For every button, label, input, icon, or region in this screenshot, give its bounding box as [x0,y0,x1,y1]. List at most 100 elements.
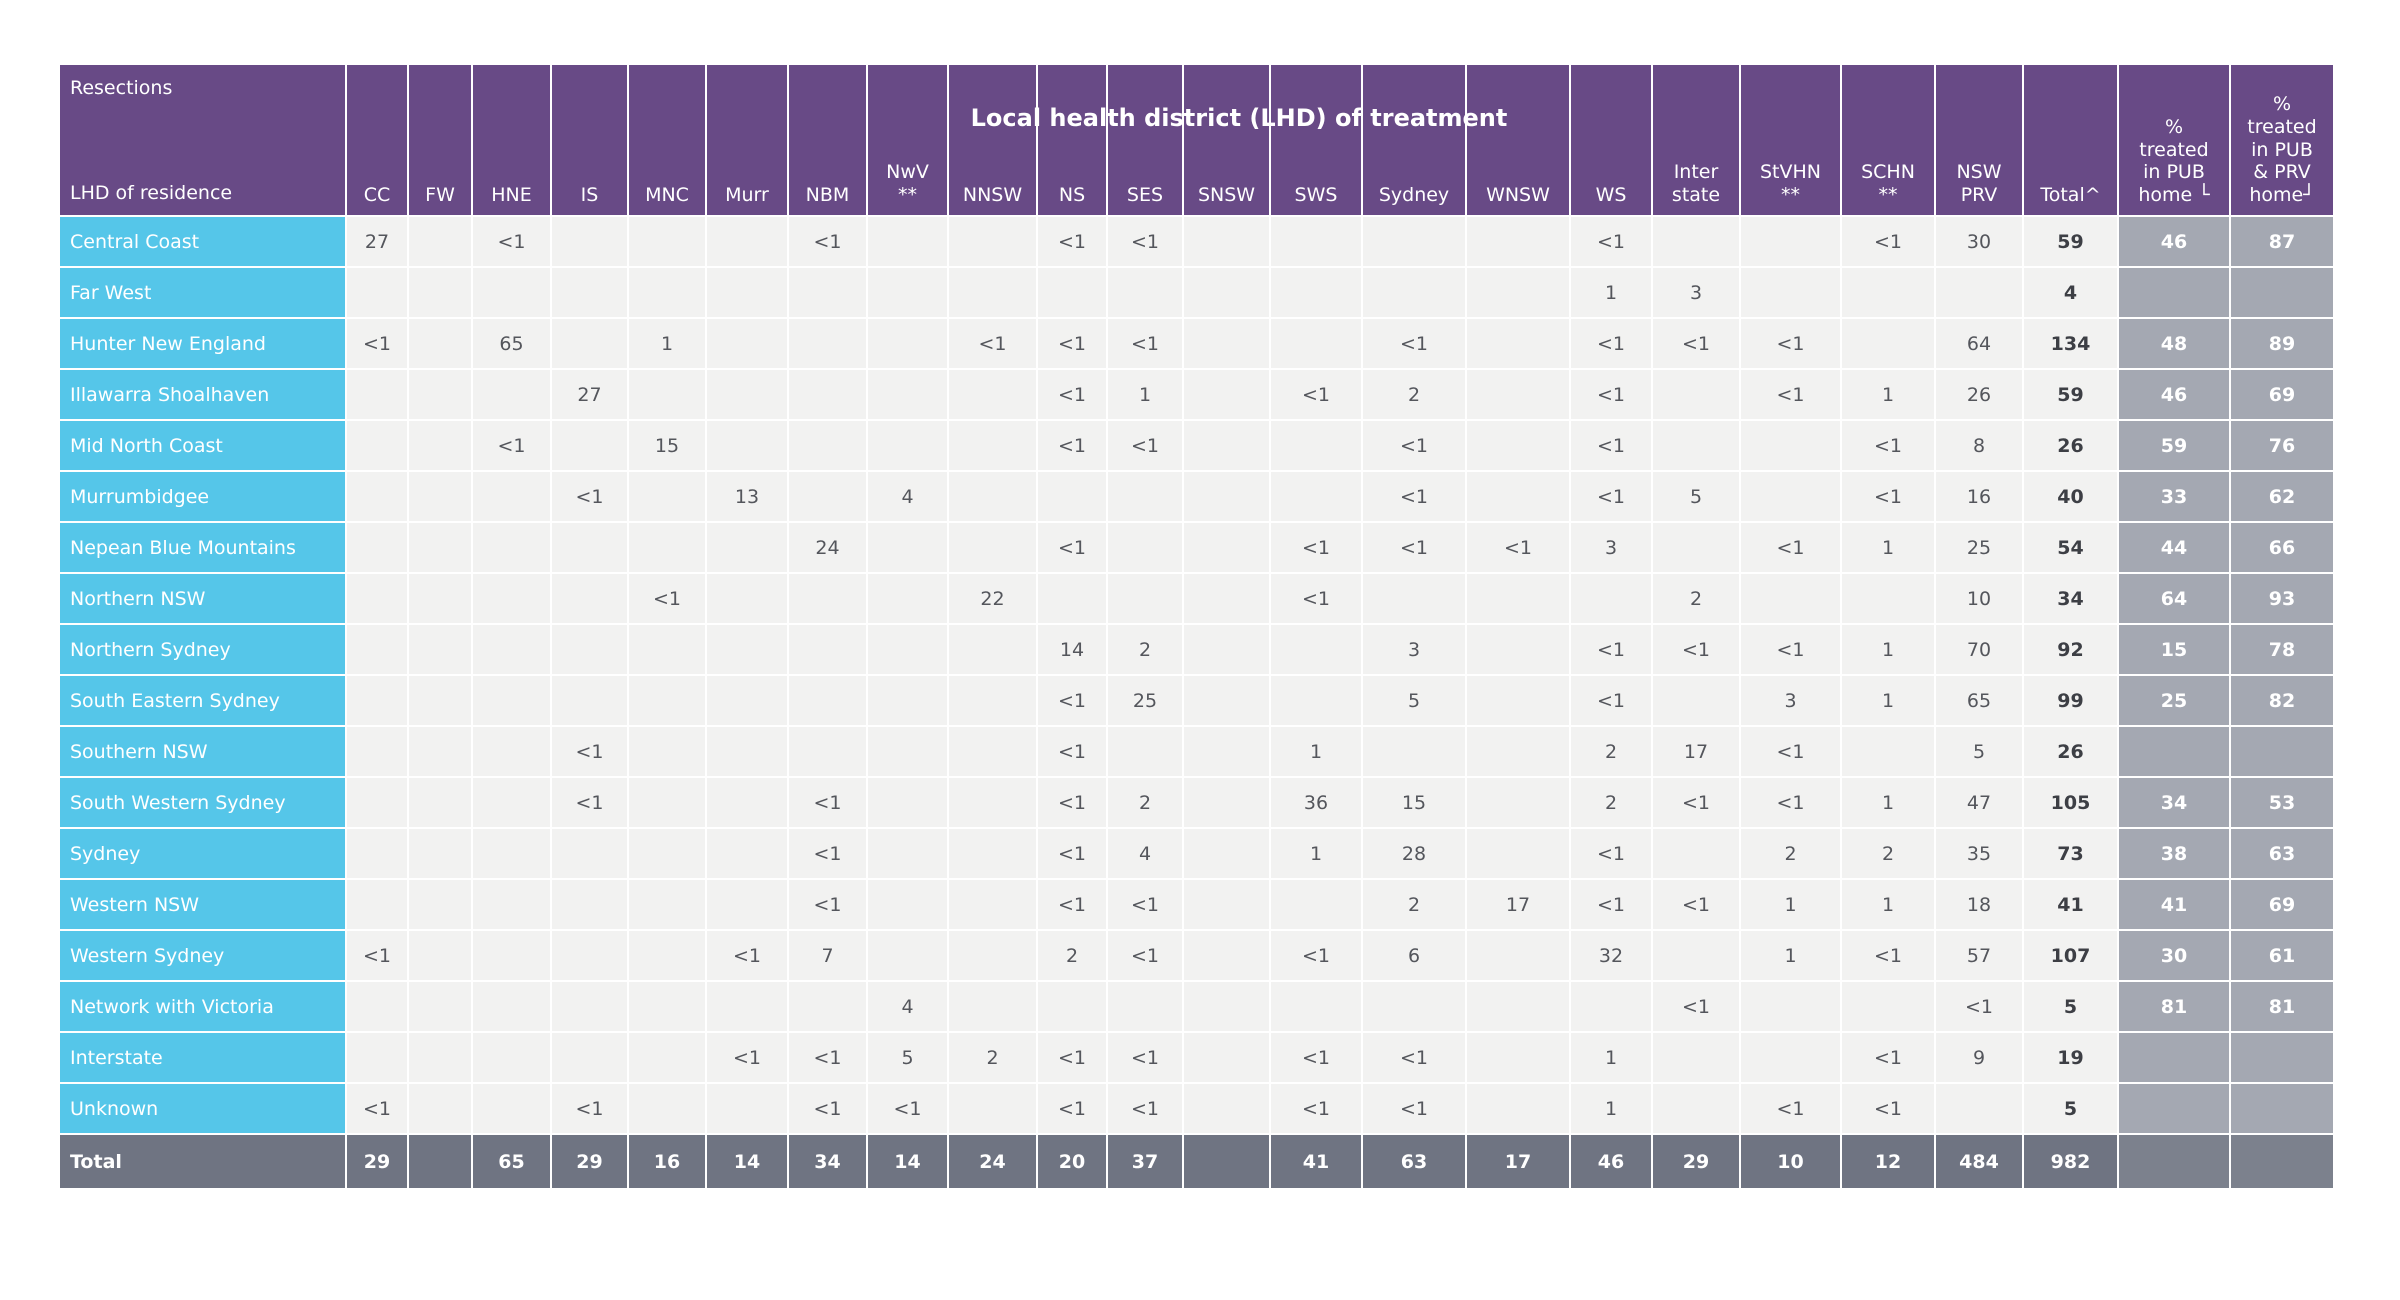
row-label-northern-nsw: Northern NSW [60,574,345,623]
cell-western-nsw-snsw [1184,880,1269,929]
cell-hunter-new-england-ses: <1 [1108,319,1182,368]
cell-mid-north-coast-pct-pub: 59 [2119,421,2229,470]
cell-nepean-blue-mountains-sws: <1 [1271,523,1361,572]
cell-northern-sydney-ns: 14 [1038,625,1106,674]
cell-network-with-victoria-nbm [789,982,866,1031]
cell-western-nsw-nbm: <1 [789,880,866,929]
cell-hunter-new-england-nbm [789,319,866,368]
cell-western-nsw-fw [409,880,471,929]
cell-hunter-new-england-nsw-prv: 64 [1936,319,2022,368]
table-row-illawarra-shoalhaven: Illawarra Shoalhaven 27 <1 1 <1 2 <1 <1 1 26 59 46 6… [60,370,2333,419]
cell-unknown-nbm: <1 [789,1084,866,1133]
cell-northern-nsw-sws: <1 [1271,574,1361,623]
cell-nepean-blue-mountains-nsw-prv: 25 [1936,523,2022,572]
cell-western-sydney-fw [409,931,471,980]
cell-southern-nsw-nbm [789,727,866,776]
cell-northern-sydney-ses: 2 [1108,625,1182,674]
cell-illawarra-shoalhaven-nsw-prv: 26 [1936,370,2022,419]
cell-northern-sydney-stvhn: <1 [1741,625,1840,674]
cell-southern-nsw-wnsw [1467,727,1569,776]
cell-interstate-murr: <1 [707,1033,787,1082]
cell-far-west-wnsw [1467,268,1569,317]
cell-unknown-sydney: <1 [1363,1084,1465,1133]
cell-western-nsw-sydney: 2 [1363,880,1465,929]
table-row-northern-nsw: Northern NSW <1 22 <1 2 10 34 64 93 [60,574,2333,623]
cell-far-west-cc [347,268,407,317]
cell-western-sydney-sydney: 6 [1363,931,1465,980]
cell-illawarra-shoalhaven-cc [347,370,407,419]
cell-mid-north-coast-pct-pub-prv: 76 [2231,421,2333,470]
cell-south-eastern-sydney-nsw-prv: 65 [1936,676,2022,725]
col-header-interstate: Inter state [1653,65,1739,215]
cell-interstate-wnsw [1467,1033,1569,1082]
cell-unknown-is: <1 [552,1084,627,1133]
cell-western-sydney-interstate [1653,931,1739,980]
cell-far-west-sydney [1363,268,1465,317]
row-label-sydney: Sydney [60,829,345,878]
cell-western-nsw-nnsw [949,880,1036,929]
cell-sydney-pct-pub-prv: 63 [2231,829,2333,878]
cell-nepean-blue-mountains-interstate [1653,523,1739,572]
table-row-network-with-victoria: Network with Victoria 4 <1 <1 5 81 81 [60,982,2333,1031]
cell-illawarra-shoalhaven-stvhn: <1 [1741,370,1840,419]
cell-southern-nsw-nwv [868,727,947,776]
cell-western-nsw-pct-pub: 41 [2119,880,2229,929]
cell-total-ws: 46 [1571,1135,1651,1188]
cell-south-eastern-sydney-cc [347,676,407,725]
cell-hunter-new-england-ws: <1 [1571,319,1651,368]
cell-unknown-pct-pub-prv [2231,1084,2333,1133]
cell-unknown-sws: <1 [1271,1084,1361,1133]
cell-hunter-new-england-total: 134 [2024,319,2117,368]
cell-illawarra-shoalhaven-wnsw [1467,370,1569,419]
cell-nepean-blue-mountains-pct-pub: 44 [2119,523,2229,572]
table-title: Resections [70,77,173,99]
cell-unknown-pct-pub [2119,1084,2229,1133]
cell-south-western-sydney-ses: 2 [1108,778,1182,827]
cell-central-coast-schn: <1 [1842,217,1934,266]
cell-central-coast-ws: <1 [1571,217,1651,266]
cell-south-eastern-sydney-total: 99 [2024,676,2117,725]
total-row: Total 29 65 29 16 14 34 14 24 20 37 41 63 17 46 29 10 12 4… [60,1135,2333,1188]
cell-nepean-blue-mountains-ws: 3 [1571,523,1651,572]
cell-south-western-sydney-pct-pub-prv: 53 [2231,778,2333,827]
cell-western-nsw-murr [707,880,787,929]
cell-sydney-wnsw [1467,829,1569,878]
col-header-nbm: NBM [789,65,866,215]
cell-network-with-victoria-sws [1271,982,1361,1031]
cell-hunter-new-england-sydney: <1 [1363,319,1465,368]
cell-hunter-new-england-interstate: <1 [1653,319,1739,368]
cell-south-eastern-sydney-ns: <1 [1038,676,1106,725]
cell-network-with-victoria-stvhn [1741,982,1840,1031]
cell-western-nsw-wnsw: 17 [1467,880,1569,929]
resections-table: Resections LHD of residence CC FW HNE IS MNC… [58,63,2335,1190]
row-label-southern-nsw: Southern NSW [60,727,345,776]
cell-far-west-pct-pub [2119,268,2229,317]
cell-northern-sydney-nsw-prv: 70 [1936,625,2022,674]
cell-illawarra-shoalhaven-nbm [789,370,866,419]
cell-western-nsw-nsw-prv: 18 [1936,880,2022,929]
cell-northern-sydney-snsw [1184,625,1269,674]
cell-total-murr: 14 [707,1135,787,1188]
cell-total-fw [409,1135,471,1188]
cell-central-coast-pct-pub: 46 [2119,217,2229,266]
cell-mid-north-coast-stvhn [1741,421,1840,470]
cell-mid-north-coast-sydney: <1 [1363,421,1465,470]
cell-northern-nsw-sydney [1363,574,1465,623]
cell-south-eastern-sydney-is [552,676,627,725]
col-header-nnsw: NNSW [949,65,1036,215]
col-header-ns: NS [1038,65,1106,215]
cell-illawarra-shoalhaven-ses: 1 [1108,370,1182,419]
cell-nepean-blue-mountains-ns: <1 [1038,523,1106,572]
cell-interstate-nwv: 5 [868,1033,947,1082]
cell-western-nsw-interstate: <1 [1653,880,1739,929]
cell-unknown-schn: <1 [1842,1084,1934,1133]
cell-south-eastern-sydney-snsw [1184,676,1269,725]
cell-sydney-nsw-prv: 35 [1936,829,2022,878]
cell-interstate-nsw-prv: 9 [1936,1033,2022,1082]
cell-southern-nsw-is: <1 [552,727,627,776]
cell-northern-sydney-schn: 1 [1842,625,1934,674]
cell-murrumbidgee-wnsw [1467,472,1569,521]
cell-total-sws: 41 [1271,1135,1361,1188]
cell-total-pct-pub [2119,1135,2229,1188]
cell-central-coast-pct-pub-prv: 87 [2231,217,2333,266]
